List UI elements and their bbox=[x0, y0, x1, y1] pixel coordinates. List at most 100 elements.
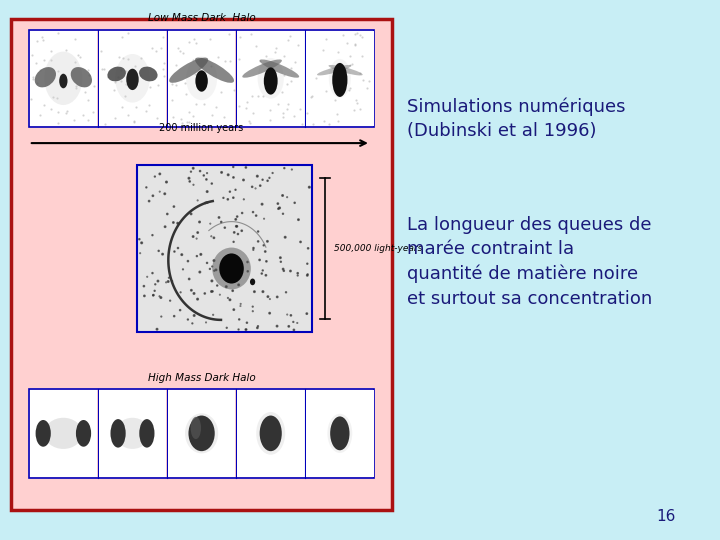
Ellipse shape bbox=[110, 419, 126, 448]
Point bbox=[194, 268, 206, 276]
Point bbox=[361, 83, 373, 92]
Point bbox=[120, 80, 131, 89]
Point bbox=[364, 76, 375, 85]
Point bbox=[305, 93, 317, 102]
Point bbox=[135, 71, 146, 79]
Point bbox=[264, 173, 275, 182]
Point bbox=[173, 44, 184, 52]
Point bbox=[194, 218, 205, 226]
Point bbox=[230, 215, 241, 224]
Point bbox=[230, 185, 241, 194]
Point bbox=[358, 76, 369, 85]
Point bbox=[168, 202, 180, 211]
Point bbox=[182, 315, 194, 324]
Ellipse shape bbox=[191, 417, 201, 439]
Point bbox=[216, 88, 228, 97]
Point bbox=[103, 73, 114, 82]
Point bbox=[186, 286, 197, 295]
Point bbox=[231, 222, 243, 231]
Point bbox=[251, 211, 262, 220]
Point bbox=[206, 276, 217, 285]
Point bbox=[254, 57, 266, 65]
Point bbox=[174, 306, 186, 314]
Point bbox=[172, 244, 184, 252]
Point bbox=[258, 241, 269, 249]
Point bbox=[130, 62, 141, 71]
Ellipse shape bbox=[45, 51, 82, 105]
Point bbox=[274, 204, 285, 212]
Point bbox=[155, 293, 166, 302]
Point bbox=[109, 114, 120, 123]
Point bbox=[36, 33, 48, 42]
Point bbox=[236, 226, 248, 235]
Point bbox=[82, 66, 94, 75]
Ellipse shape bbox=[139, 66, 158, 82]
Point bbox=[148, 291, 159, 300]
Point bbox=[187, 232, 199, 241]
Ellipse shape bbox=[115, 418, 150, 449]
Point bbox=[171, 61, 182, 70]
Ellipse shape bbox=[59, 73, 68, 88]
Point bbox=[337, 30, 348, 39]
Point bbox=[320, 87, 332, 96]
FancyBboxPatch shape bbox=[11, 19, 392, 510]
Point bbox=[279, 164, 290, 172]
Point bbox=[177, 49, 189, 57]
Point bbox=[188, 289, 199, 298]
Point bbox=[199, 199, 211, 207]
Point bbox=[198, 78, 210, 87]
Point bbox=[28, 72, 40, 81]
Point bbox=[264, 295, 276, 303]
Point bbox=[96, 65, 108, 73]
Point bbox=[278, 51, 289, 60]
Point bbox=[238, 176, 249, 184]
Point bbox=[176, 251, 187, 259]
Point bbox=[285, 77, 297, 85]
Point bbox=[271, 293, 283, 301]
Point bbox=[236, 208, 248, 217]
Point bbox=[122, 29, 134, 37]
Point bbox=[72, 51, 84, 59]
Point bbox=[199, 289, 210, 298]
Point bbox=[257, 287, 269, 296]
Point bbox=[53, 119, 64, 127]
Point bbox=[302, 244, 314, 253]
Point bbox=[212, 53, 224, 62]
Point bbox=[191, 100, 202, 109]
FancyBboxPatch shape bbox=[99, 390, 166, 477]
Point bbox=[292, 271, 303, 280]
Point bbox=[228, 173, 239, 182]
Point bbox=[225, 57, 236, 65]
Point bbox=[247, 208, 258, 217]
Point bbox=[233, 315, 245, 323]
Point bbox=[149, 287, 161, 295]
Ellipse shape bbox=[330, 416, 349, 450]
Point bbox=[248, 246, 259, 254]
Point bbox=[156, 312, 167, 321]
Point bbox=[184, 275, 195, 284]
Point bbox=[159, 190, 171, 198]
Point bbox=[27, 75, 38, 83]
Point bbox=[293, 215, 305, 224]
Point bbox=[246, 183, 258, 191]
Point bbox=[179, 79, 191, 87]
Point bbox=[155, 44, 166, 52]
Point bbox=[163, 273, 175, 282]
Point bbox=[152, 276, 163, 285]
Point bbox=[330, 96, 341, 104]
Point bbox=[61, 107, 73, 116]
Point bbox=[222, 171, 234, 179]
Point bbox=[260, 271, 271, 280]
Point bbox=[37, 36, 49, 45]
Point bbox=[228, 305, 240, 314]
Point bbox=[245, 29, 256, 38]
Point bbox=[254, 255, 266, 264]
Point bbox=[184, 108, 195, 117]
Point bbox=[348, 39, 360, 48]
Point bbox=[287, 318, 299, 326]
Point bbox=[147, 269, 158, 278]
Point bbox=[212, 281, 223, 290]
Point bbox=[120, 66, 132, 75]
Point bbox=[70, 84, 81, 92]
Point bbox=[281, 105, 292, 114]
